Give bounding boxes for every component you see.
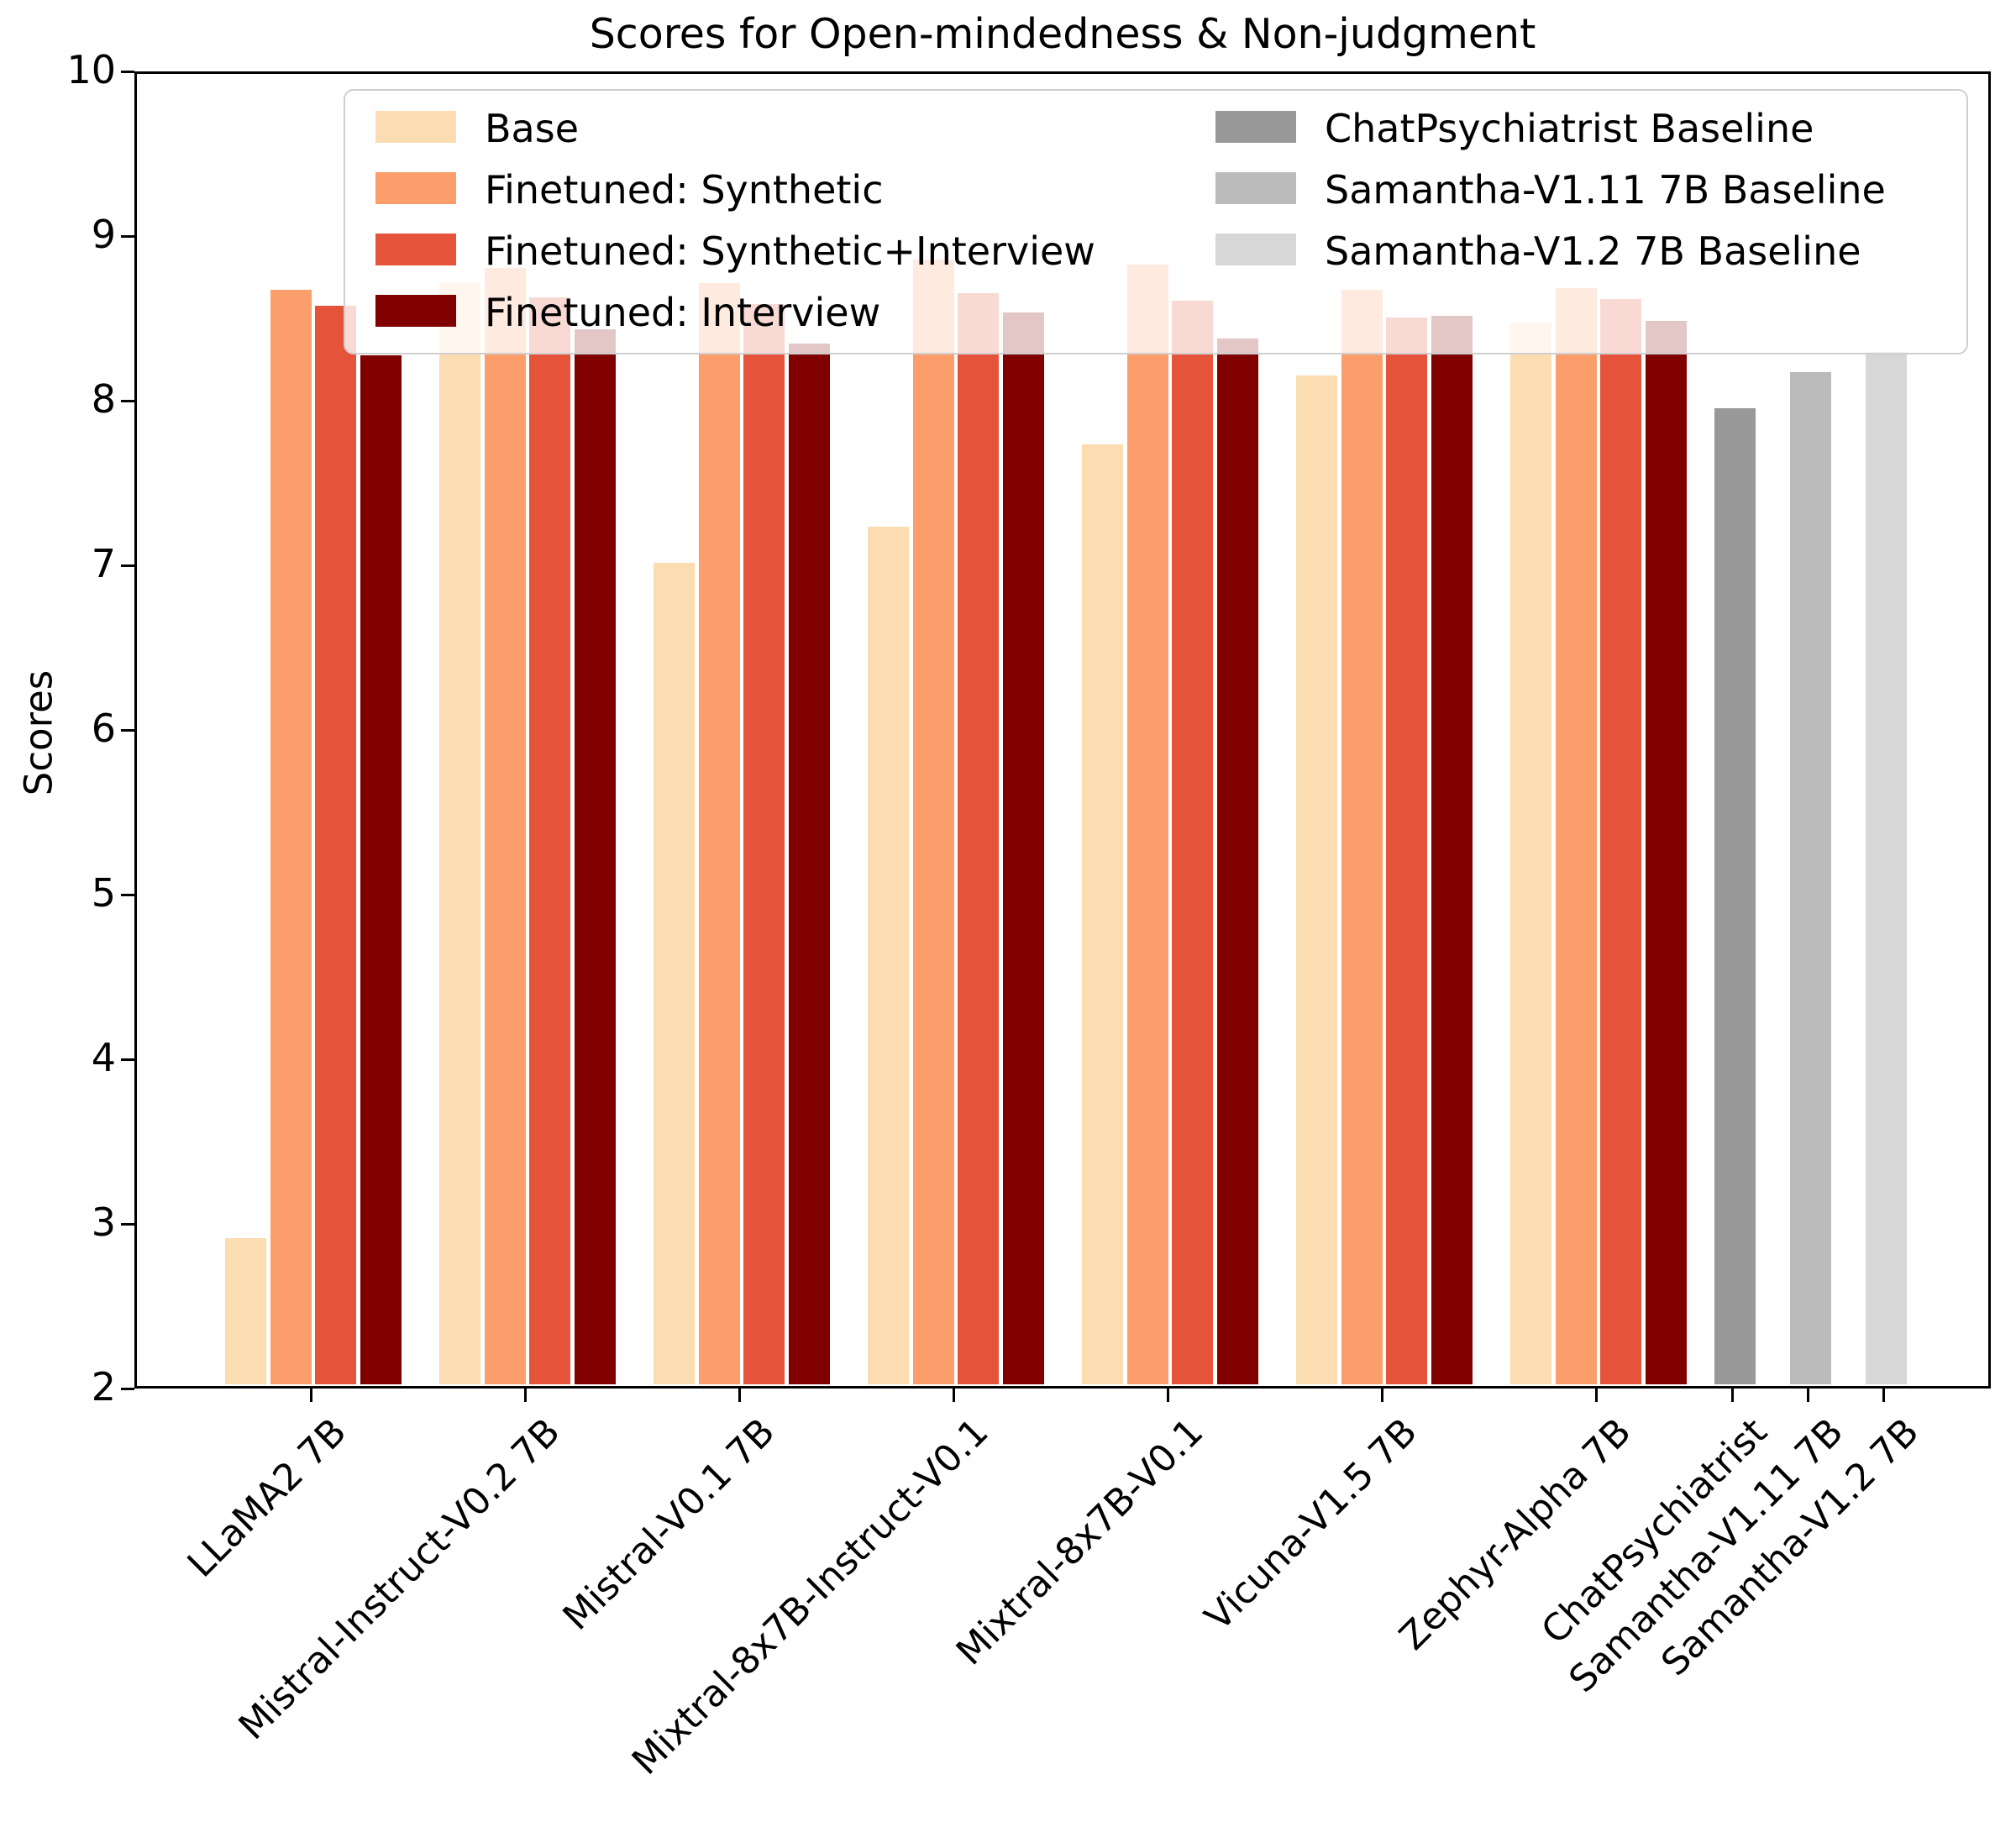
y-tick-label-9: 9 [91,211,116,257]
bar-base-mistral-instruct-v0-2-7b [438,281,483,1386]
legend-label-samantha-v1-2-7b-baseline: Samantha-V1.2 7B Baseline [1325,228,1861,274]
x-tick-label-mixtral-8x7b-instruct-v0-1: Mixtral-8x7B-Instruct-V0.1 [624,1410,998,1783]
bar-samantha-v1-11-7b-baseline [1788,370,1833,1386]
bar-finetuned-synthetic-interview-mixtral-8x7b-instruct-v0-1 [956,291,1001,1386]
x-tick-mark-chatpsychiatrist [1731,1389,1734,1402]
legend-swatch-chatpsychiatrist-baseline [1215,111,1296,143]
y-tick-label-2: 2 [91,1363,116,1410]
bar-finetuned-synthetic-llama2-7b [268,287,313,1386]
bar-base-zephyr-alpha-7b [1509,320,1554,1386]
chart-title: Scores for Open-mindedness & Non-judgmen… [589,10,1536,58]
y-tick-label-10: 10 [66,46,116,92]
y-tick-mark-9 [121,235,134,238]
y-tick-label-5: 5 [91,869,116,916]
y-tick-mark-4 [121,1058,134,1061]
x-tick-mark-samantha-v1-2-7b [1882,1389,1885,1402]
y-tick-label-8: 8 [91,375,116,422]
x-tick-mark-vicuna-v1-5-7b [1381,1389,1383,1402]
x-tick-label-vicuna-v1-5-7b: Vicuna-V1.5 7B [1196,1410,1426,1640]
x-tick-mark-zephyr-alpha-7b [1595,1389,1598,1402]
legend-label-finetuned-interview: Finetuned: Interview [485,290,881,335]
bar-base-mistral-v0-1-7b [652,561,697,1386]
x-tick-mark-samantha-v1-11-7b [1807,1389,1809,1402]
y-tick-label-7: 7 [91,540,116,586]
bar-base-llama2-7b [223,1236,269,1386]
y-tick-mark-6 [121,729,134,732]
legend-label-chatpsychiatrist-baseline: ChatPsychiatrist Baseline [1325,106,1814,151]
bar-finetuned-synthetic-mixtral-8x7b-instruct-v0-1 [911,258,956,1386]
legend-swatch-finetuned-synthetic [375,172,456,204]
bar-base-mixtral-8x7b-instruct-v0-1 [866,524,911,1386]
x-tick-mark-mistral-v0-1-7b [738,1389,741,1402]
bar-finetuned-synthetic-mixtral-8x7b-v0-1 [1125,263,1170,1386]
bar-finetuned-synthetic-mistral-v0-1-7b [696,281,742,1386]
legend-label-base: Base [485,106,580,151]
bar-finetuned-interview-zephyr-alpha-7b [1643,318,1688,1386]
bar-chatpsychiatrist-baseline [1712,406,1757,1386]
bar-finetuned-synthetic-interview-zephyr-alpha-7b [1599,297,1644,1386]
y-tick-label-6: 6 [91,705,116,751]
x-tick-mark-mixtral-8x7b-instruct-v0-1 [953,1389,955,1402]
bar-finetuned-synthetic-interview-mistral-instruct-v0-2-7b [528,296,573,1386]
y-tick-mark-2 [121,1388,134,1390]
bar-finetuned-interview-llama2-7b [358,354,403,1386]
y-tick-label-3: 3 [91,1199,116,1245]
legend-swatch-finetuned-interview [375,295,456,327]
legend-label-finetuned-synthetic-interview: Finetuned: Synthetic+Interview [485,228,1095,274]
bar-samantha-v1-2-7b-baseline [1863,350,1908,1386]
y-tick-mark-7 [121,564,134,567]
x-tick-mark-llama2-7b [310,1389,312,1402]
bar-finetuned-synthetic-interview-mistral-v0-1-7b [742,302,787,1386]
bar-finetuned-synthetic-zephyr-alpha-7b [1553,286,1599,1386]
y-tick-label-4: 4 [91,1034,116,1080]
y-tick-mark-10 [121,71,134,73]
bar-base-vicuna-v1-5-7b [1294,373,1340,1386]
x-tick-label-mistral-v0-1-7b: Mistral-V0.1 7B [554,1410,784,1639]
legend-label-finetuned-synthetic: Finetuned: Synthetic [485,167,884,213]
x-tick-mark-mixtral-8x7b-v0-1 [1167,1389,1169,1402]
bar-base-mixtral-8x7b-v0-1 [1080,442,1126,1386]
bar-finetuned-interview-vicuna-v1-5-7b [1429,314,1474,1386]
legend-swatch-samantha-v1-2-7b-baseline [1215,234,1296,265]
bar-finetuned-synthetic-interview-mixtral-8x7b-v0-1 [1170,299,1215,1386]
x-tick-mark-mistral-instruct-v0-2-7b [524,1389,527,1402]
bar-finetuned-synthetic-interview-llama2-7b [313,304,359,1386]
bar-finetuned-interview-mistral-v0-1-7b [786,342,832,1386]
legend-swatch-base [375,111,456,143]
legend-label-samantha-v1-11-7b-baseline: Samantha-V1.11 7B Baseline [1325,167,1886,213]
bar-finetuned-interview-mistral-instruct-v0-2-7b [572,327,617,1386]
y-tick-mark-5 [121,894,134,896]
legend: Base Finetuned: Synthetic Finetuned: Synth… [344,89,1968,354]
bar-finetuned-synthetic-interview-vicuna-v1-5-7b [1384,316,1430,1386]
bar-finetuned-synthetic-mistral-instruct-v0-2-7b [482,266,528,1386]
x-tick-label-zephyr-alpha-7b: Zephyr-Alpha 7B [1391,1410,1641,1659]
bar-finetuned-interview-mixtral-8x7b-instruct-v0-1 [1000,311,1046,1386]
legend-swatch-samantha-v1-11-7b-baseline [1215,172,1296,204]
bar-finetuned-interview-mixtral-8x7b-v0-1 [1215,337,1260,1386]
legend-swatch-finetuned-synthetic-interview [375,234,456,265]
x-tick-label-llama2-7b: LLaMA2 7B [179,1410,355,1586]
y-tick-mark-8 [121,400,134,402]
y-tick-mark-3 [121,1223,134,1226]
bar-finetuned-synthetic-vicuna-v1-5-7b [1339,287,1384,1386]
